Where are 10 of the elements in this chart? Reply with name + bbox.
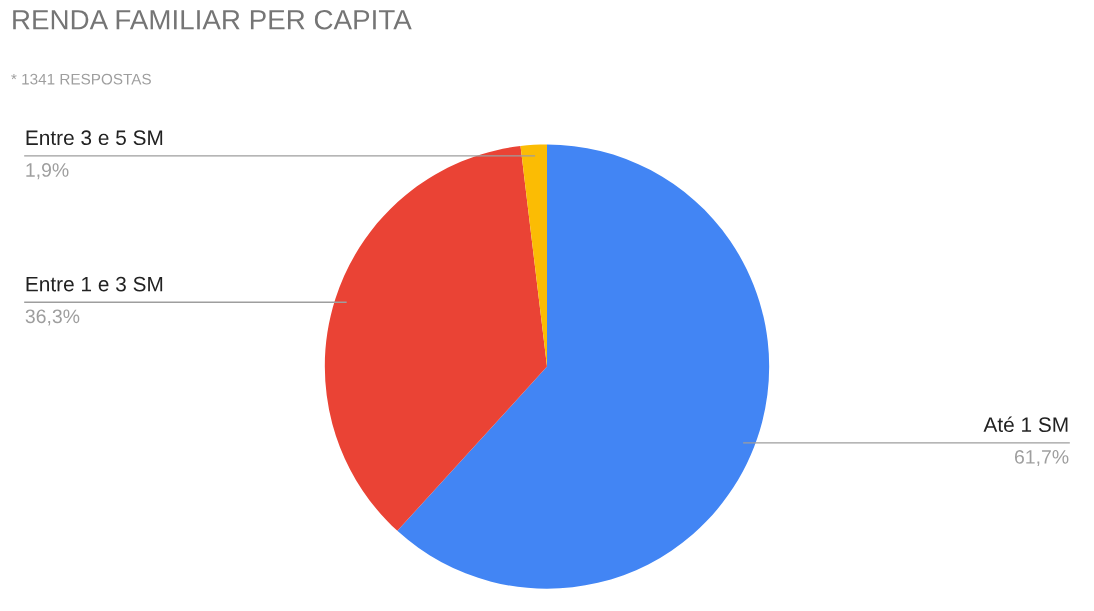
pie-slice xyxy=(397,144,770,589)
slice-label: Até 1 SM xyxy=(983,416,1068,433)
data-label: 61,7% xyxy=(1014,450,1069,467)
chart-title: RENDA FAMILIAR PER CAPITA xyxy=(13,9,412,30)
chart-subtitle: * 1341 RESPOSTAS xyxy=(11,73,151,85)
slice-label: Entre 3 e 5 SM xyxy=(26,130,163,146)
slice-label: Entre 1 e 3 SM xyxy=(26,276,163,292)
data-label: 1,9% xyxy=(26,163,69,180)
data-label: 36,3% xyxy=(25,309,80,326)
pie-slice xyxy=(324,146,547,531)
